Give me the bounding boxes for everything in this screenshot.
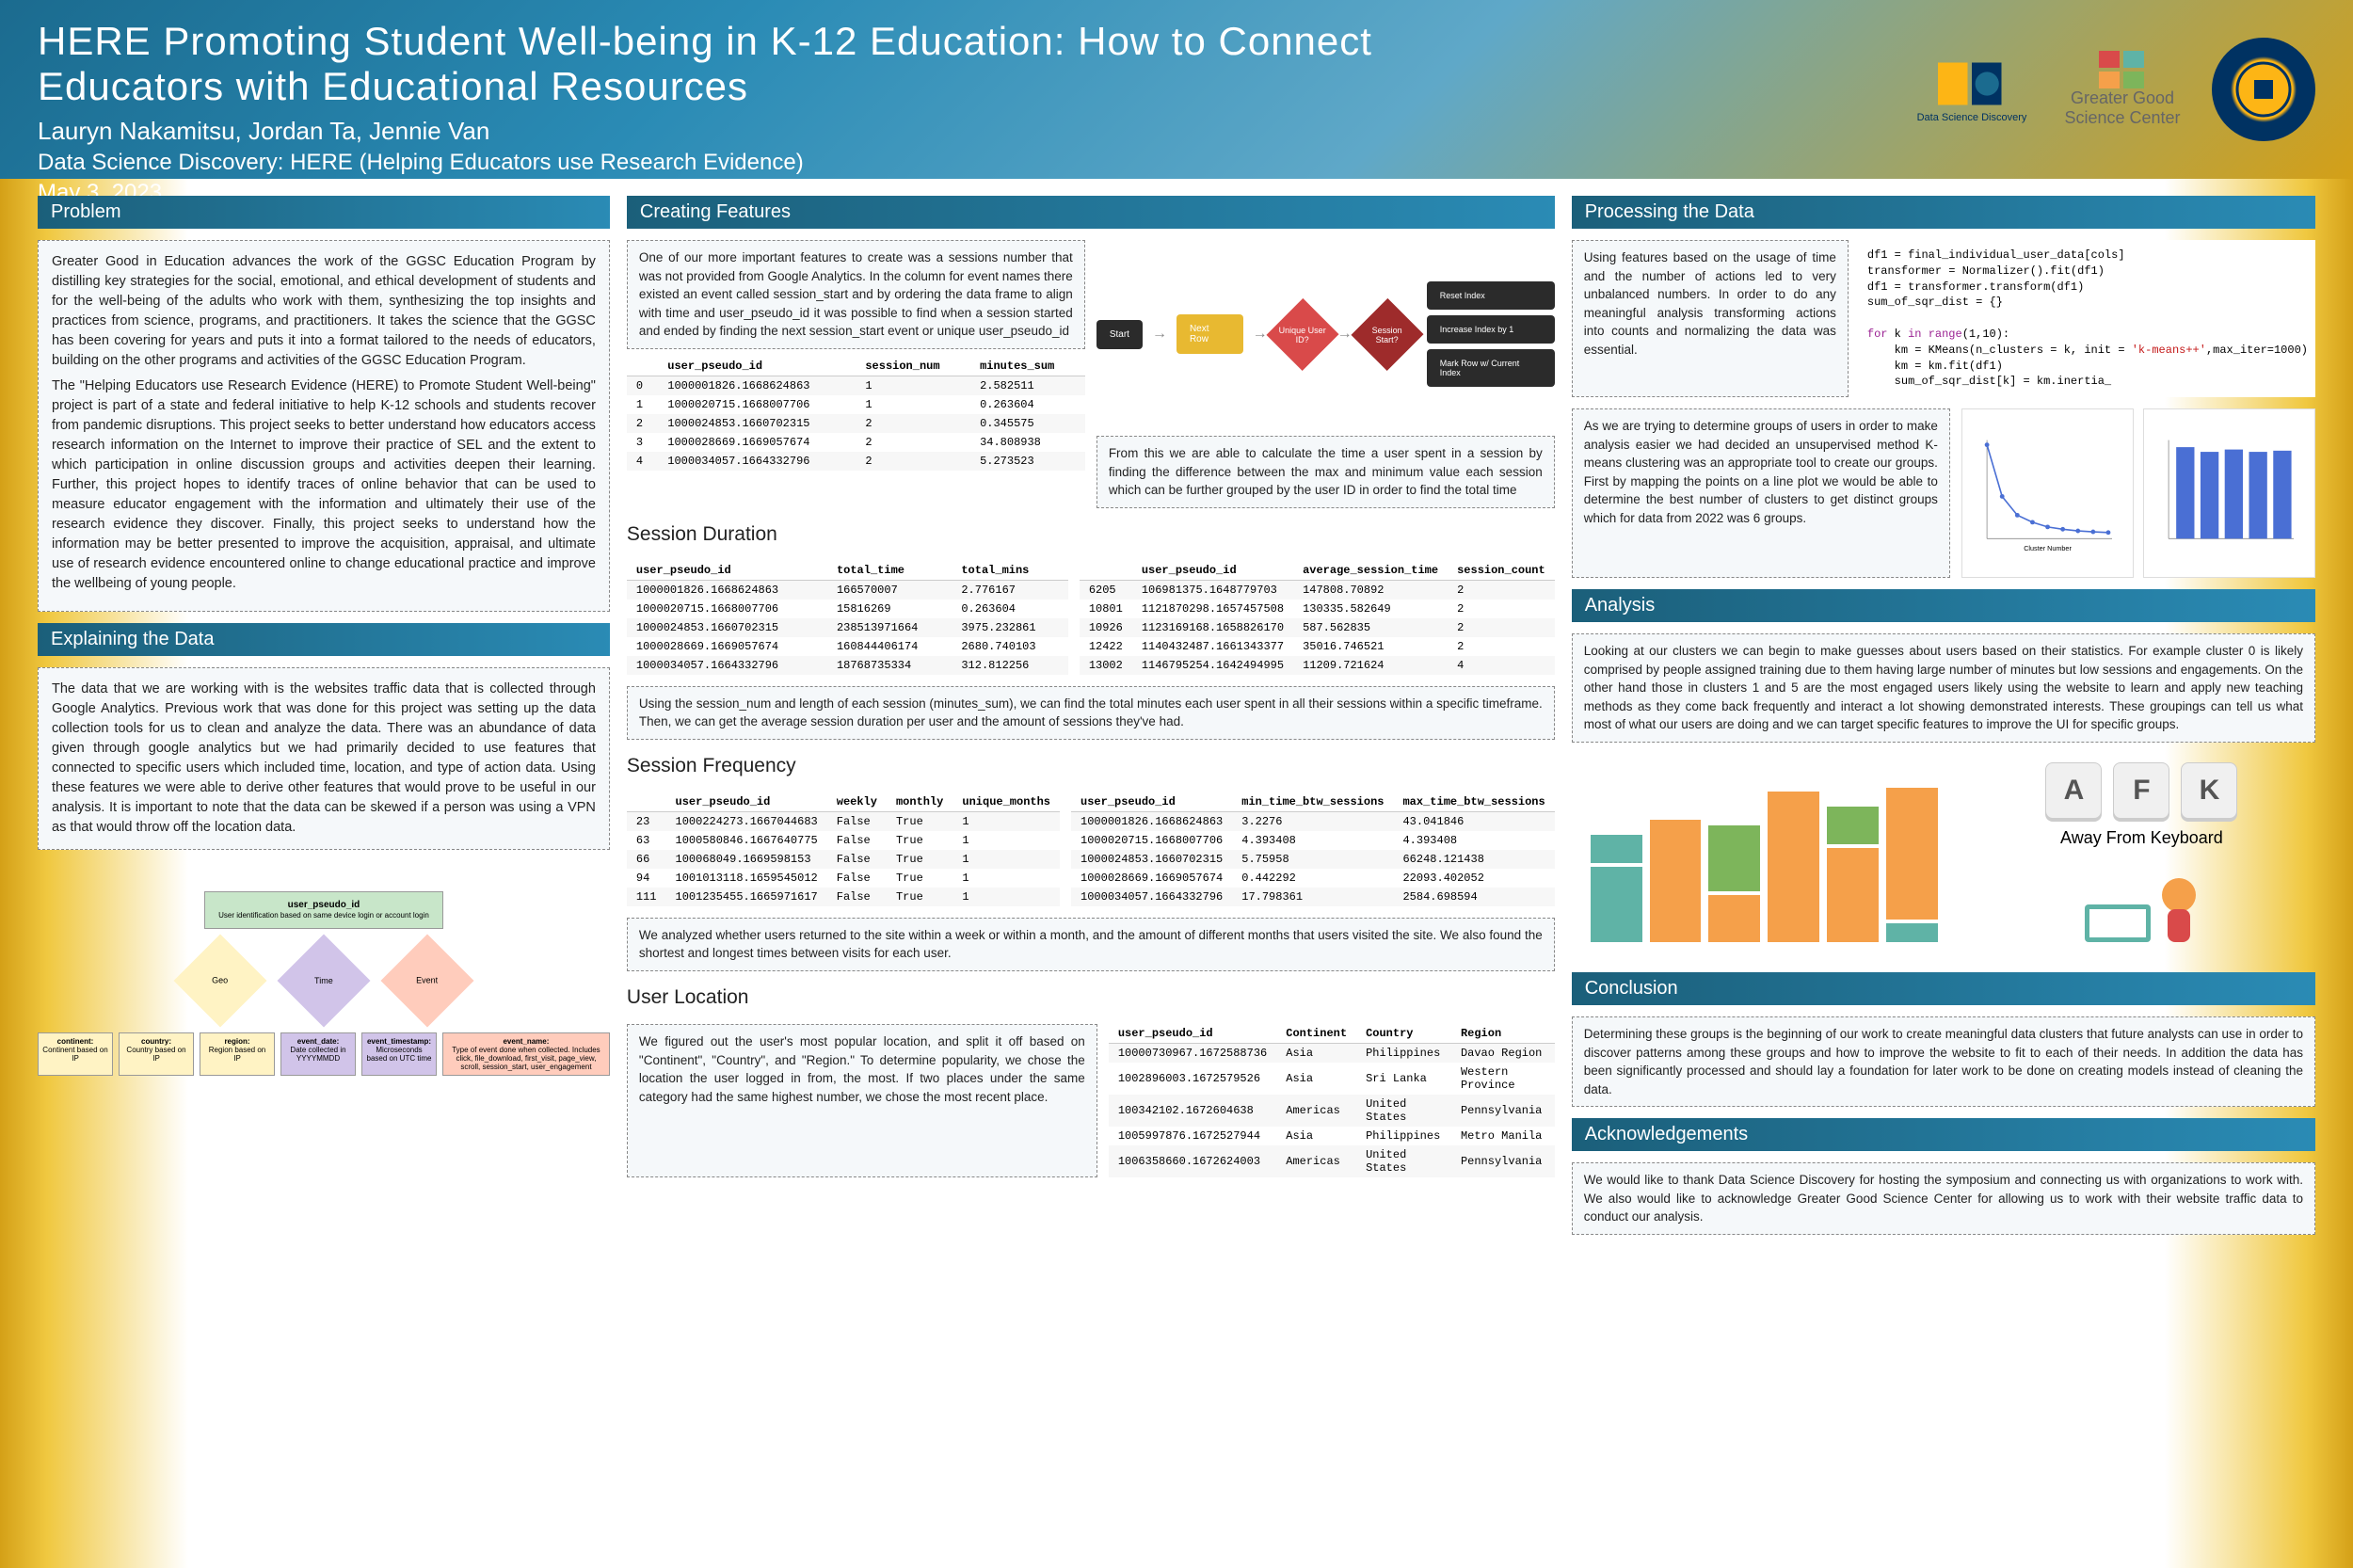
- section-explaining-header: Explaining the Data: [38, 623, 610, 656]
- section-conclusion-header: Conclusion: [1572, 972, 2315, 1005]
- ds-discovery-logo: Data Science Discovery: [1911, 42, 2033, 136]
- ggsc-logo: Greater Good Science Center: [2061, 42, 2184, 136]
- logo-row: Data Science Discovery Greater Good Scie…: [1911, 38, 2315, 141]
- kmeans-charts: Cluster Number: [1961, 408, 2315, 578]
- poster-title: HERE Promoting Student Well-being in K-1…: [38, 19, 1544, 109]
- session-duration-heading: Session Duration: [627, 523, 1555, 546]
- analysis-text: Looking at our clusters we can begin to …: [1572, 633, 2315, 743]
- section-analysis-header: Analysis: [1572, 589, 2315, 622]
- table-sessions-first: user_pseudo_idsession_numminutes_sum0100…: [627, 357, 1085, 471]
- berkeley-seal-logo: [2212, 38, 2315, 141]
- session-flow-diagram: Start→Next Row→Unique User ID?→Session S…: [1096, 240, 1555, 428]
- column-middle: Creating Features One of our more import…: [627, 196, 1555, 1542]
- frequency-caption: We analyzed whether users returned to th…: [627, 918, 1555, 971]
- table-freq-right: user_pseudo_idmin_time_btw_sessionsmax_t…: [1071, 792, 1555, 906]
- svg-text:Cluster Number: Cluster Number: [2024, 544, 2072, 552]
- creating-caption: From this we are able to calculate the t…: [1096, 436, 1555, 508]
- ack-text: We would like to thank Data Science Disc…: [1572, 1162, 2315, 1235]
- section-problem-header: Problem: [38, 196, 610, 229]
- elbow-chart: Cluster Number: [1961, 408, 2134, 578]
- poster-header: HERE Promoting Student Well-being in K-1…: [0, 0, 2353, 179]
- project-subtitle: Data Science Discovery: HERE (Helping Ed…: [38, 150, 1544, 176]
- section-creating-header: Creating Features: [627, 196, 1555, 229]
- section-processing-header: Processing the Data: [1572, 196, 2315, 229]
- processing-text2: As we are trying to determine groups of …: [1572, 408, 1950, 578]
- afk-illustration: AFK Away From Keyboard: [1968, 754, 2315, 961]
- user-location-heading: User Location: [627, 986, 1555, 1009]
- column-left: Problem Greater Good in Education advanc…: [38, 196, 610, 1542]
- duration-caption: Using the session_num and length of each…: [627, 686, 1555, 740]
- problem-text: Greater Good in Education advances the w…: [38, 240, 610, 612]
- authors: Lauryn Nakamitsu, Jordan Ta, Jennie Van: [38, 117, 1544, 146]
- cluster-bar-chart: [2143, 408, 2315, 578]
- processing-text: Using features based on the usage of tim…: [1572, 240, 1849, 397]
- table-location: user_pseudo_idContinentCountryRegion1000…: [1109, 1024, 1555, 1177]
- table-duration-left: user_pseudo_idtotal_timetotal_mins100000…: [627, 561, 1068, 675]
- column-right: Processing the Data Using features based…: [1572, 196, 2315, 1542]
- afk-label: Away From Keyboard: [2060, 828, 2223, 848]
- person-laptop-icon: [2066, 857, 2217, 952]
- table-freq-left: user_pseudo_idweeklymonthlyunique_months…: [627, 792, 1060, 906]
- session-frequency-heading: Session Frequency: [627, 755, 1555, 777]
- cluster-stacked-chart: [1572, 754, 1957, 961]
- afk-letter: F: [2113, 762, 2169, 819]
- table-duration-right: user_pseudo_idaverage_session_timesessio…: [1080, 561, 1555, 675]
- section-ack-header: Acknowledgements: [1572, 1118, 2315, 1151]
- explaining-text: The data that we are working with is the…: [38, 667, 610, 850]
- location-caption: We figured out the user's most popular l…: [627, 1024, 1097, 1177]
- data-tree-diagram: user_pseudo_idUser identification based …: [38, 861, 610, 1106]
- header-text: HERE Promoting Student Well-being in K-1…: [38, 19, 1544, 206]
- conclusion-text: Determining these groups is the beginnin…: [1572, 1016, 2315, 1107]
- afk-letter: A: [2045, 762, 2102, 819]
- afk-letter: K: [2181, 762, 2237, 819]
- creating-text: One of our more important features to cr…: [627, 240, 1085, 349]
- poster-body: Problem Greater Good in Education advanc…: [0, 179, 2353, 1559]
- kmeans-code: df1 = final_individual_user_data[cols] t…: [1860, 240, 2315, 397]
